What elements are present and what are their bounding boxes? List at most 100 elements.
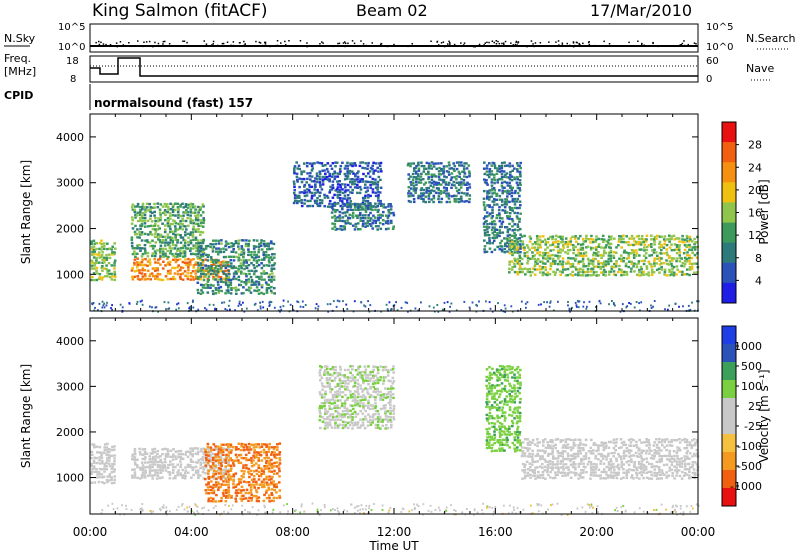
heatmap-cell xyxy=(622,303,624,305)
heatmap-cell xyxy=(600,238,603,240)
heatmap-cell xyxy=(247,278,250,280)
heatmap-cell xyxy=(331,207,334,209)
heatmap-cell xyxy=(689,236,692,238)
heatmap-cell xyxy=(232,460,235,462)
noise-point xyxy=(499,45,501,47)
heatmap-cell xyxy=(366,225,369,227)
heatmap-cell xyxy=(212,284,215,286)
heatmap-cell xyxy=(184,453,187,455)
heatmap-cell xyxy=(590,270,593,272)
heatmap-cell xyxy=(187,217,190,219)
heatmap-cell xyxy=(499,379,502,381)
heatmap-cell xyxy=(215,247,218,249)
heatmap-cell xyxy=(498,425,501,427)
heatmap-cell xyxy=(311,167,314,169)
noise-point xyxy=(277,45,279,47)
heatmap-cell xyxy=(222,492,225,494)
heatmap-cell xyxy=(495,450,498,452)
heatmap-cell xyxy=(134,211,137,213)
heatmap-cell xyxy=(501,430,504,432)
heatmap-cell xyxy=(197,477,200,479)
noise-point xyxy=(499,43,501,45)
heatmap-cell xyxy=(228,491,231,493)
heatmap-cell xyxy=(202,459,205,461)
heatmap-cell xyxy=(152,275,155,277)
heatmap-cell xyxy=(101,254,104,256)
heatmap-cell xyxy=(488,198,491,200)
heatmap-cell xyxy=(508,271,511,273)
heatmap-cell xyxy=(341,396,344,398)
noise-point xyxy=(683,40,685,42)
heatmap-cell xyxy=(298,165,301,167)
heatmap-cell xyxy=(224,292,227,294)
heatmap-cell xyxy=(189,214,192,216)
heatmap-cell xyxy=(390,424,393,426)
heatmap-cell xyxy=(427,171,430,173)
heatmap-cell xyxy=(516,215,519,217)
heatmap-cell xyxy=(375,162,378,164)
heatmap-cell xyxy=(519,246,522,248)
heatmap-cell xyxy=(207,473,210,475)
heatmap-cell xyxy=(149,261,152,263)
noise-point xyxy=(184,41,186,43)
heatmap-cell xyxy=(620,274,623,276)
heatmap-cell xyxy=(326,368,329,370)
heatmap-cell xyxy=(309,175,312,177)
heatmap-cell xyxy=(169,215,172,217)
heatmap-cell xyxy=(184,225,187,227)
heatmap-cell xyxy=(590,274,593,276)
heatmap-cell xyxy=(376,188,379,190)
heatmap-cell xyxy=(370,424,373,426)
heatmap-cell xyxy=(577,237,580,239)
heatmap-cell xyxy=(605,263,608,265)
heatmap-cell xyxy=(209,246,212,248)
heatmap-cell xyxy=(214,292,217,294)
heatmap-cell xyxy=(144,456,147,458)
heatmap-cell xyxy=(385,366,388,368)
heatmap-cell xyxy=(517,226,520,228)
nsearch-tick-top: 10^5 xyxy=(706,22,733,33)
heatmap-cell xyxy=(217,446,220,448)
heatmap-cell xyxy=(184,477,187,479)
heatmap-cell xyxy=(144,466,147,468)
heatmap-cell xyxy=(384,407,387,409)
heatmap-cell xyxy=(501,167,504,169)
heatmap-cell xyxy=(204,451,207,453)
heatmap-cell xyxy=(213,443,216,445)
heatmap-cell xyxy=(276,472,279,474)
heatmap-cell xyxy=(636,266,639,268)
heatmap-cell xyxy=(293,192,296,194)
heatmap-cell xyxy=(162,248,165,250)
heatmap-cell xyxy=(164,241,167,243)
heatmap-cell xyxy=(552,243,555,245)
heatmap-cell xyxy=(142,467,145,469)
heatmap-cell xyxy=(323,205,326,207)
heatmap-cell xyxy=(176,259,179,261)
heatmap-cell xyxy=(260,307,262,309)
heatmap-cell xyxy=(222,281,225,283)
heatmap-cell xyxy=(592,241,595,243)
heatmap-cell xyxy=(164,458,167,460)
heatmap-cell xyxy=(617,271,620,273)
heatmap-cell xyxy=(521,235,524,237)
heatmap-cell xyxy=(258,443,261,445)
heatmap-cell xyxy=(232,287,235,289)
heatmap-cell xyxy=(214,267,217,269)
heatmap-cell xyxy=(263,481,266,483)
heatmap-cell xyxy=(113,479,116,481)
heatmap-cell xyxy=(472,302,474,304)
colorbar-tick-label: 4 xyxy=(755,274,762,287)
heatmap-cell xyxy=(611,300,613,302)
heatmap-cell xyxy=(138,278,141,280)
heatmap-cell xyxy=(314,183,317,185)
heatmap-cell xyxy=(498,442,501,444)
heatmap-cell xyxy=(296,301,298,303)
heatmap-cell xyxy=(240,498,243,500)
heatmap-cell xyxy=(494,189,497,191)
heatmap-cell xyxy=(486,167,489,169)
heatmap-cell xyxy=(529,240,532,242)
heatmap-cell xyxy=(111,468,114,470)
heatmap-cell xyxy=(519,266,522,268)
heatmap-cell xyxy=(139,247,142,249)
